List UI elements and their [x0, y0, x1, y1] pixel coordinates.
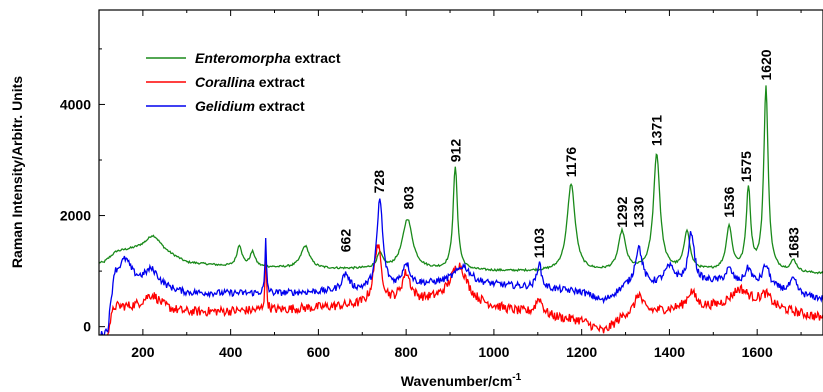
peak-label: 662 — [338, 229, 354, 253]
x-axis-title: Wavenumber/cm-1 — [401, 372, 522, 389]
peak-label: 803 — [400, 186, 416, 210]
x-tick-label: 600 — [307, 344, 331, 360]
peak-label: 1620 — [758, 49, 774, 80]
peak-label: 1575 — [738, 151, 754, 182]
peak-label: 1371 — [649, 115, 665, 146]
x-tick-label: 1400 — [654, 344, 685, 360]
series-line-1 — [107, 244, 823, 335]
legend-label: Corallina extract — [195, 74, 305, 90]
plot-frame — [98, 9, 823, 336]
peak-label: 1176 — [563, 147, 579, 178]
peak-label: 1683 — [786, 227, 802, 258]
peak-label: 912 — [447, 139, 463, 163]
peak-label: 1330 — [631, 196, 647, 227]
peak-label: 1536 — [721, 186, 737, 217]
series-line-0 — [99, 85, 823, 275]
series-line-2 — [100, 198, 823, 335]
legend: Enteromorpha extract Corallina extract Gel… — [146, 50, 341, 114]
plot-curves — [99, 85, 823, 335]
y-tick-label: 2000 — [60, 208, 91, 224]
x-tick-label: 1000 — [478, 344, 509, 360]
x-tick-label: 800 — [394, 344, 418, 360]
y-tick-label: 4000 — [60, 96, 91, 112]
y-axis-title: Raman Intensity/Arbitr. Units — [9, 76, 25, 268]
peak-label: 728 — [371, 170, 387, 194]
legend-label: Gelidium extract — [195, 98, 305, 114]
x-tick-label: 1200 — [566, 344, 597, 360]
x-tick-label: 200 — [131, 344, 155, 360]
peak-label: 1292 — [614, 196, 630, 227]
peak-labels: 662 728 803 912 1103 1176 1292 1330 1371 15361575… — [338, 49, 802, 258]
peak-label: 1103 — [531, 228, 547, 259]
x-tick-label: 1600 — [742, 344, 773, 360]
y-tick-label: 0 — [83, 319, 91, 335]
axis-ticks: 200 400 600 800 1000 1200 1400 1600 0 2000 4000 — [60, 10, 802, 360]
legend-label: Enteromorpha extract — [195, 50, 341, 66]
x-tick-label: 400 — [219, 344, 243, 360]
